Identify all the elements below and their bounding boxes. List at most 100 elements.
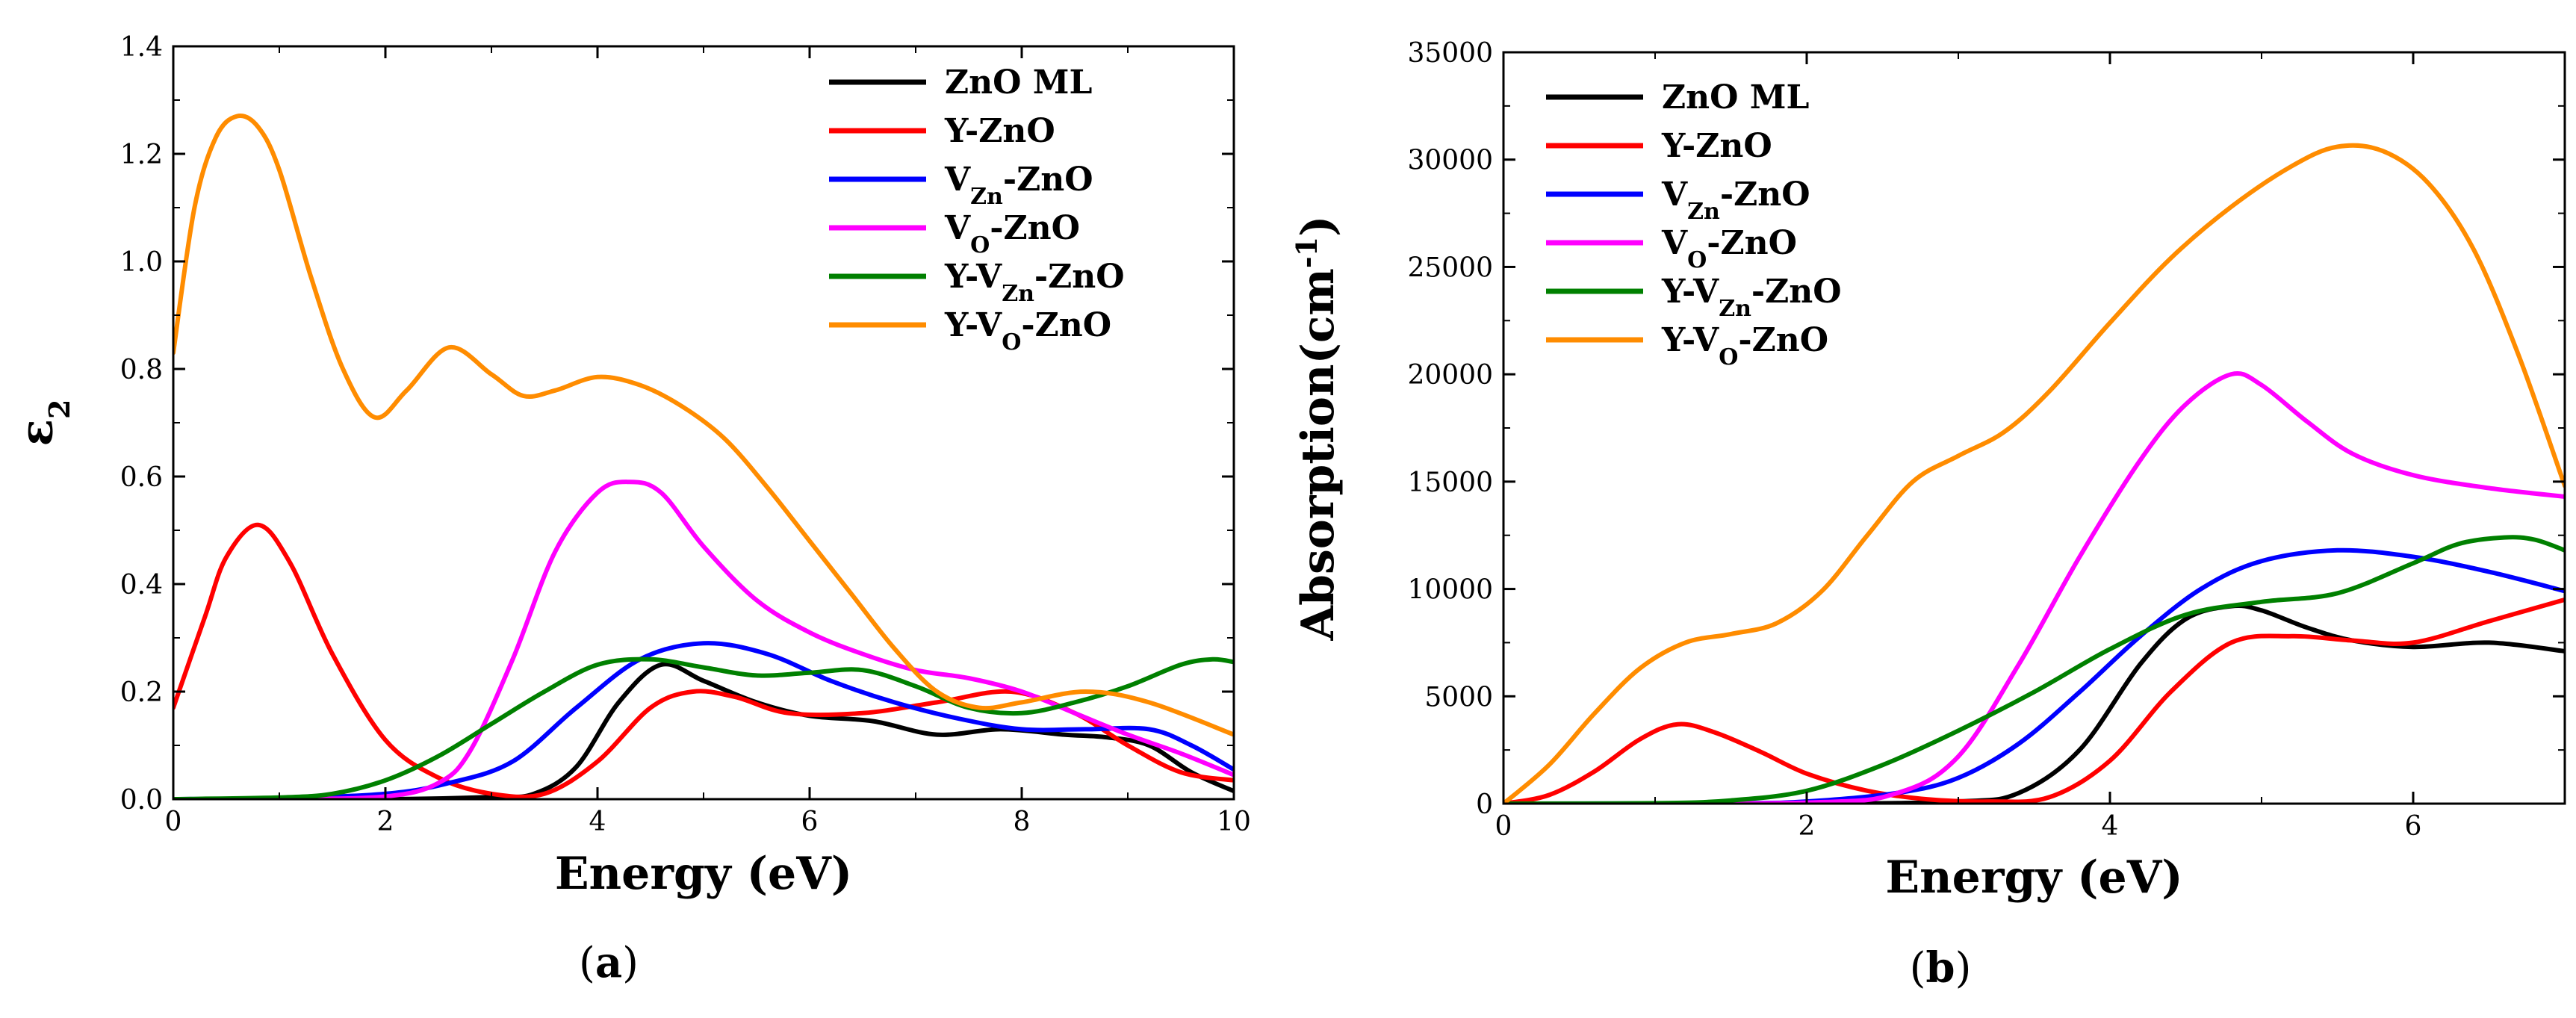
series-y-vzn-zno-line bbox=[173, 657, 1234, 799]
x-axis-label: Energy (eV) bbox=[555, 848, 852, 900]
legend-label: Y-VZn-ZnO bbox=[1661, 273, 1842, 322]
x-tick-label: 0 bbox=[165, 807, 182, 837]
legend-label: Y-VZn-ZnO bbox=[944, 258, 1125, 307]
legend-label-part-1: O bbox=[1002, 329, 1021, 356]
legend-label-part-2: -ZnO bbox=[1021, 306, 1111, 344]
legend-label-part-2: -ZnO bbox=[1034, 258, 1125, 296]
legend-label-part-0: ZnO ML bbox=[945, 63, 1092, 102]
y-tick-label: 1.4 bbox=[120, 32, 163, 63]
legend-label-part-1: Zn bbox=[1719, 296, 1751, 322]
legend-label: VZn-ZnO bbox=[944, 161, 1093, 210]
legend-item-y-zno: Y-ZnO bbox=[1546, 127, 1772, 165]
legend-label: Y-ZnO bbox=[1661, 127, 1772, 165]
x-axis-label: Energy (eV) bbox=[1885, 851, 2182, 904]
x-tick-label: 2 bbox=[377, 807, 394, 837]
y-tick-label: 35000 bbox=[1407, 38, 1493, 69]
legend-label-part-2: -ZnO bbox=[1720, 176, 1810, 214]
y-axis-label-part-0: ε bbox=[11, 419, 63, 446]
y-tick-label: 0.4 bbox=[120, 570, 163, 600]
legend-item-y-zno: Y-ZnO bbox=[829, 112, 1055, 150]
legend-label-part-0: Y-V bbox=[1661, 321, 1719, 359]
legend-label-part-0: ZnO ML bbox=[1662, 78, 1809, 117]
y-tick-label: 1.2 bbox=[120, 140, 163, 170]
panel-label-close: ) bbox=[622, 939, 639, 987]
legend-label-part-2: -ZnO bbox=[1751, 273, 1842, 311]
x-tick-label: 6 bbox=[2405, 811, 2422, 842]
legend-label-part-1: Zn bbox=[1687, 199, 1720, 225]
legend-label-part-2: -ZnO bbox=[1707, 224, 1797, 262]
legend-item-zno-ml: ZnO ML bbox=[1546, 78, 1809, 117]
x-tick-label: 4 bbox=[2102, 811, 2119, 842]
panel-label-b: (b) bbox=[1910, 943, 1972, 993]
panel-label-letter: a bbox=[595, 938, 622, 987]
y-axis-label-part-1: 2 bbox=[43, 400, 76, 419]
legend-label: Y-VO-ZnO bbox=[944, 306, 1111, 356]
legend: ZnO MLY-ZnOVZn-ZnOVO-ZnOY-VZn-ZnOY-VO-Zn… bbox=[829, 63, 1125, 356]
x-tick-label: 4 bbox=[589, 807, 606, 837]
chart-a: 0 2 4 6 8 10 0.0 0.2 0.4 0.6 0.8 1.0 1.2 1.4 Energy (e… bbox=[11, 32, 1251, 987]
series-y-zno-line bbox=[173, 522, 1234, 799]
legend-label-part-1: Zn bbox=[970, 184, 1003, 210]
legend-label-part-0: V bbox=[1661, 224, 1688, 262]
legend-label: VO-ZnO bbox=[1661, 224, 1797, 273]
y-axis-label: ε2 bbox=[11, 400, 76, 447]
series-y-zno-line bbox=[1503, 597, 2565, 804]
series-y-vzn-zno-line bbox=[1503, 535, 2565, 804]
legend-label: ZnO ML bbox=[1662, 78, 1809, 117]
legend-label-part-0: Y-V bbox=[944, 306, 1002, 344]
y-tick-label: 20000 bbox=[1407, 360, 1493, 391]
series-y-vo-zno-line bbox=[1503, 143, 2565, 804]
x-tick-label: 0 bbox=[1495, 811, 1512, 842]
x-tick-label: 2 bbox=[1798, 811, 1816, 842]
series-vo-zno-line bbox=[1503, 371, 2565, 804]
panel-label-close: ) bbox=[1955, 944, 1972, 993]
legend-item-vo-zno: VO-ZnO bbox=[829, 209, 1080, 258]
y-tick-label: 5000 bbox=[1424, 682, 1493, 713]
legend-item-y-vzn-zno: Y-VZn-ZnO bbox=[829, 258, 1125, 307]
legend-label-part-0: Y-ZnO bbox=[1661, 127, 1772, 165]
series-y-vo-zno-line bbox=[173, 114, 1234, 737]
legend-label-part-1: O bbox=[970, 232, 990, 258]
y-tick-label: 1.0 bbox=[120, 247, 163, 278]
legend-label: VO-ZnO bbox=[944, 209, 1080, 258]
legend-label-part-0: Y-ZnO bbox=[944, 112, 1055, 150]
y-tick-label: 25000 bbox=[1407, 252, 1493, 283]
panel-label-letter: b bbox=[1925, 943, 1955, 993]
legend-label: Y-VO-ZnO bbox=[1661, 321, 1828, 370]
y-tick-label: 0.0 bbox=[120, 785, 163, 816]
legend-label-part-0: V bbox=[944, 209, 971, 247]
legend-label: VZn-ZnO bbox=[1661, 176, 1810, 225]
legend-item-vzn-zno: VZn-ZnO bbox=[1546, 176, 1810, 225]
x-tick-label: 6 bbox=[801, 807, 819, 837]
x-tick-label: 8 bbox=[1014, 807, 1031, 837]
y-axis-label-part-0: Absorption(cm bbox=[1292, 268, 1344, 641]
chart-b: 0 2 4 6 0 5000 10000 15000 20000 25000 30000 35000 E… bbox=[1290, 38, 2566, 993]
legend-label-part-1: O bbox=[1719, 344, 1738, 370]
legend-item-vo-zno: VO-ZnO bbox=[1546, 224, 1797, 273]
legend-label-part-2: -ZnO bbox=[1003, 161, 1093, 199]
legend-label-part-2: -ZnO bbox=[1738, 321, 1828, 359]
y-tick-label: 0.8 bbox=[120, 355, 163, 385]
legend-label-part-0: V bbox=[1661, 176, 1688, 214]
legend-label: ZnO ML bbox=[945, 63, 1092, 102]
legend: ZnO MLY-ZnOVZn-ZnOVO-ZnOY-VZn-ZnOY-VO-Zn… bbox=[1546, 78, 1842, 370]
legend-label-part-0: Y-V bbox=[944, 258, 1002, 296]
panel-label-open: ( bbox=[1910, 944, 1926, 993]
y-tick-label: 10000 bbox=[1407, 575, 1493, 606]
legend-label: Y-ZnO bbox=[944, 112, 1055, 150]
y-axis-label-part-2: ) bbox=[1292, 215, 1344, 236]
legend-label-part-2: -ZnO bbox=[990, 209, 1080, 247]
legend-item-zno-ml: ZnO ML bbox=[829, 63, 1092, 102]
y-tick-label: 0.6 bbox=[120, 462, 163, 493]
panel-label-open: ( bbox=[579, 939, 595, 987]
legend-item-vzn-zno: VZn-ZnO bbox=[829, 161, 1093, 210]
series-vo-zno-line bbox=[173, 479, 1234, 799]
legend-item-y-vo-zno: Y-VO-ZnO bbox=[1546, 321, 1828, 370]
legend-item-y-vo-zno: Y-VO-ZnO bbox=[829, 306, 1111, 356]
x-tick-label: 10 bbox=[1217, 807, 1251, 837]
legend-label-part-1: Zn bbox=[1002, 281, 1034, 307]
y-tick-label: 0.2 bbox=[120, 677, 163, 708]
y-axis-label-part-1: -1 bbox=[1290, 237, 1323, 268]
series-vzn-zno-line bbox=[1503, 547, 2565, 804]
